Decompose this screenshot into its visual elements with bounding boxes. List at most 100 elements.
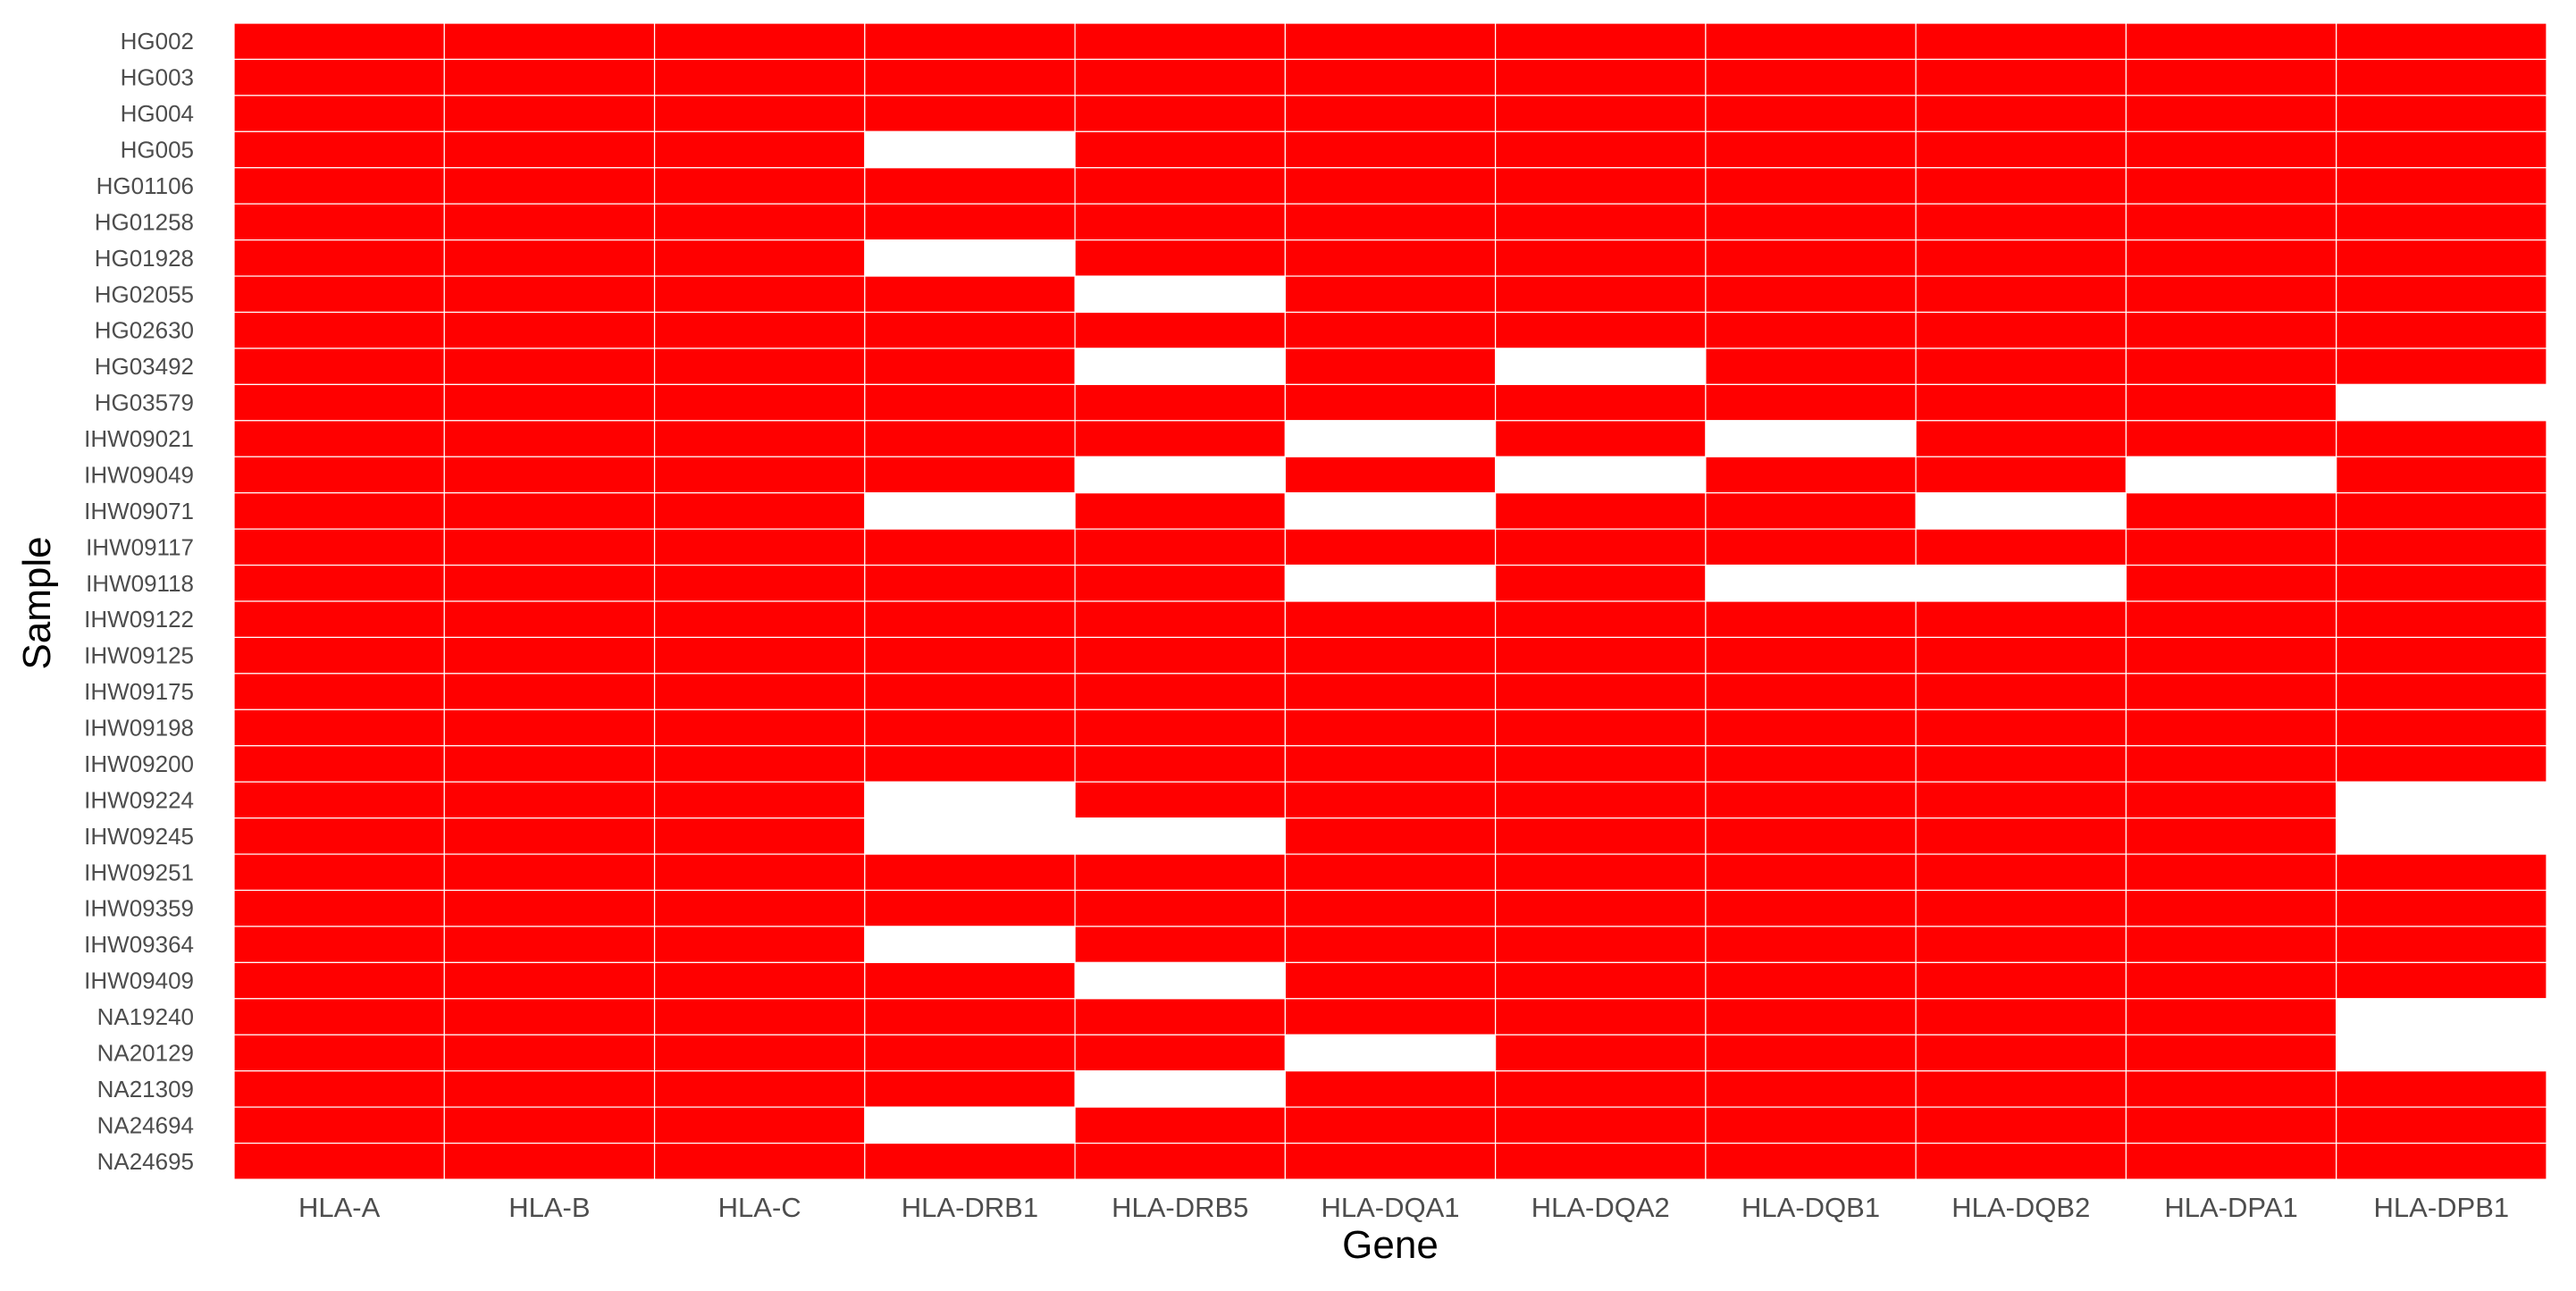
heatmap-cell-HG003-HLA-DQA1	[1284, 58, 1497, 96]
heatmap-cell-NA24695-HLA-DQA2	[1495, 1142, 1707, 1180]
heatmap-cell-NA24695-HLA-DQB1	[1705, 1142, 1917, 1180]
heatmap-cell-IHW09122-HLA-C	[653, 600, 866, 639]
heatmap-cell-IHW09071-HLA-DRB1	[864, 492, 1076, 530]
heatmap-cell-IHW09118-HLA-DQB2	[1915, 564, 2127, 602]
heatmap-cell-IHW09245-HLA-DRB5	[1074, 817, 1286, 855]
heatmap-cell-IHW09359-HLA-DQA1	[1284, 889, 1497, 927]
heatmap-cell-HG02630-HLA-DQA2	[1495, 311, 1707, 349]
heatmap-cell-HG002-HLA-DQA1	[1284, 22, 1497, 61]
heatmap-cell-HG002-HLA-DPA1	[2125, 22, 2337, 61]
heatmap-cell-HG01258-HLA-DQA1	[1284, 203, 1497, 241]
heatmap-cell-NA19240-HLA-DRB1	[864, 998, 1076, 1035]
heatmap-cell-NA24694-HLA-DQB2	[1915, 1106, 2127, 1144]
heatmap-cell-NA20129-HLA-DRB1	[864, 1034, 1076, 1072]
heatmap-cell-NA21309-HLA-DQB1	[1705, 1070, 1917, 1108]
heatmap-cell-HG02055-HLA-B	[443, 275, 656, 314]
heatmap-cell-HG02630-HLA-DRB1	[864, 311, 1076, 349]
heatmap-cell-HG03579-HLA-C	[653, 383, 866, 422]
heatmap-cell-HG01928-HLA-B	[443, 239, 656, 277]
heatmap-cell-HG02630-HLA-DQA1	[1284, 311, 1497, 349]
x-tick-label-HLA-DPA1: HLA-DPA1	[2164, 1192, 2297, 1223]
heatmap-cell-IHW09125-HLA-DQA2	[1495, 636, 1707, 675]
heatmap-cell-NA24695-HLA-B	[443, 1142, 656, 1180]
heatmap-cell-IHW09118-HLA-B	[443, 564, 656, 602]
heatmap-cell-IHW09245-HLA-C	[653, 817, 866, 855]
heatmap-cell-IHW09224-HLA-DPA1	[2125, 781, 2337, 819]
heatmap-cell-HG02630-HLA-DQB1	[1705, 311, 1917, 349]
heatmap-cell-IHW09049-HLA-DRB5	[1074, 456, 1286, 494]
heatmap-cell-HG002-HLA-DQB2	[1915, 22, 2127, 61]
heatmap-cell-IHW09071-HLA-B	[443, 492, 656, 530]
heatmap-cell-HG03492-HLA-DQB1	[1705, 348, 1917, 385]
heatmap-cell-IHW09125-HLA-DQB2	[1915, 636, 2127, 675]
y-tick-label-HG004: HG004	[121, 100, 194, 127]
heatmap-cell-HG02055-HLA-DPB1	[2336, 275, 2547, 314]
heatmap-cell-IHW09198-HLA-DRB5	[1074, 708, 1286, 747]
heatmap-cell-IHW09125-HLA-DQB1	[1705, 636, 1917, 675]
heatmap-cell-IHW09409-HLA-DPA1	[2125, 961, 2337, 1000]
heatmap-cell-HG004-HLA-C	[653, 95, 866, 132]
heatmap-cell-IHW09364-HLA-DQB1	[1705, 926, 1917, 963]
heatmap-cell-NA19240-HLA-DRB5	[1074, 998, 1286, 1035]
heatmap-cell-HG01258-HLA-A	[233, 203, 445, 241]
heatmap-cell-HG003-HLA-DRB5	[1074, 58, 1286, 96]
y-tick-label-HG005: HG005	[121, 137, 194, 163]
heatmap-cell-NA20129-HLA-DQB2	[1915, 1034, 2127, 1072]
heatmap-cell-HG002-HLA-DRB1	[864, 22, 1076, 61]
heatmap-cell-NA19240-HLA-C	[653, 998, 866, 1035]
heatmap-cell-NA24694-HLA-DPA1	[2125, 1106, 2337, 1144]
heatmap-cell-IHW09198-HLA-DPB1	[2336, 708, 2547, 747]
heatmap-cell-HG002-HLA-B	[443, 22, 656, 61]
y-tick-label-IHW09021: IHW09021	[84, 425, 194, 452]
heatmap-cell-HG01928-HLA-DQA1	[1284, 239, 1497, 277]
y-tick-label-IHW09409: IHW09409	[84, 968, 194, 994]
heatmap-cell-HG004-HLA-DQB2	[1915, 95, 2127, 132]
heatmap-cell-IHW09409-HLA-DQA2	[1495, 961, 1707, 1000]
heatmap-cell-IHW09122-HLA-DRB5	[1074, 600, 1286, 639]
heatmap-cell-IHW09071-HLA-A	[233, 492, 445, 530]
heatmap-cell-IHW09118-HLA-DQB1	[1705, 564, 1917, 602]
heatmap-cell-IHW09117-HLA-DPA1	[2125, 528, 2337, 566]
heatmap-cell-IHW09118-HLA-DRB5	[1074, 564, 1286, 602]
heatmap-cell-HG005-HLA-DQB2	[1915, 130, 2127, 169]
heatmap-cell-IHW09198-HLA-DRB1	[864, 708, 1076, 747]
heatmap-cell-NA19240-HLA-DQA2	[1495, 998, 1707, 1035]
heatmap-cell-NA21309-HLA-DQA1	[1284, 1070, 1497, 1108]
heatmap-cell-IHW09021-HLA-DQB1	[1705, 420, 1917, 457]
heatmap-cell-HG02630-HLA-DRB5	[1074, 311, 1286, 349]
y-tick-label-IHW09245: IHW09245	[84, 823, 194, 850]
heatmap-cell-HG03492-HLA-A	[233, 348, 445, 385]
heatmap-cell-HG01106-HLA-DPB1	[2336, 167, 2547, 205]
heatmap-cell-IHW09118-HLA-DRB1	[864, 564, 1076, 602]
heatmap-cell-IHW09251-HLA-A	[233, 853, 445, 892]
heatmap-cell-HG003-HLA-A	[233, 58, 445, 96]
heatmap-cell-HG02055-HLA-DQA2	[1495, 275, 1707, 314]
heatmap-cell-IHW09224-HLA-B	[443, 781, 656, 819]
heatmap-cell-NA20129-HLA-DPA1	[2125, 1034, 2337, 1072]
heatmap-cell-NA19240-HLA-B	[443, 998, 656, 1035]
heatmap-cell-HG03579-HLA-DQB1	[1705, 383, 1917, 422]
heatmap-cell-HG02630-HLA-A	[233, 311, 445, 349]
heatmap-cell-IHW09251-HLA-DRB5	[1074, 853, 1286, 892]
heatmap-cell-HG01106-HLA-DPA1	[2125, 167, 2337, 205]
heatmap-cell-IHW09245-HLA-DRB1	[864, 817, 1076, 855]
x-tick-label-HLA-B: HLA-B	[508, 1192, 590, 1223]
heatmap-cell-HG005-HLA-C	[653, 130, 866, 169]
heatmap-cell-IHW09175-HLA-DRB5	[1074, 673, 1286, 710]
heatmap-cell-HG01106-HLA-DQA2	[1495, 167, 1707, 205]
heatmap-cell-HG01106-HLA-DQA1	[1284, 167, 1497, 205]
heatmap-cell-HG01928-HLA-DQB2	[1915, 239, 2127, 277]
heatmap-cell-IHW09122-HLA-DQA2	[1495, 600, 1707, 639]
x-tick-label-HLA-C: HLA-C	[718, 1192, 801, 1223]
heatmap-cell-HG02630-HLA-B	[443, 311, 656, 349]
heatmap-cell-IHW09198-HLA-DQA1	[1284, 708, 1497, 747]
heatmap-cell-IHW09049-HLA-A	[233, 456, 445, 494]
heatmap-cell-HG03579-HLA-DQA1	[1284, 383, 1497, 422]
heatmap-cell-IHW09409-HLA-DRB1	[864, 961, 1076, 1000]
heatmap-cell-HG03492-HLA-DQA1	[1284, 348, 1497, 385]
heatmap-cell-HG01928-HLA-DQB1	[1705, 239, 1917, 277]
heatmap-cell-HG005-HLA-DQB1	[1705, 130, 1917, 169]
heatmap-cell-NA24695-HLA-DRB5	[1074, 1142, 1286, 1180]
heatmap-cell-IHW09200-HLA-DPA1	[2125, 745, 2337, 783]
